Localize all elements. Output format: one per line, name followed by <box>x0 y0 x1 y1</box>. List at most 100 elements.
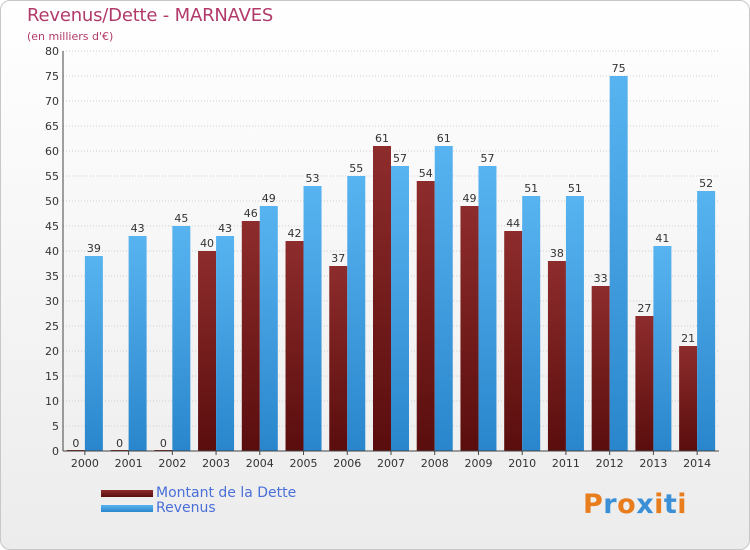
data-label-debt-2008: 54 <box>419 167 433 180</box>
bar-debt-2011 <box>547 261 566 451</box>
legend-swatch-debt <box>101 490 153 497</box>
y-tick-label: 0 <box>52 445 59 458</box>
proxiti-logo: Proxiti <box>583 489 687 520</box>
bar-debt-2007 <box>373 146 391 451</box>
bar-revenue-2003 <box>216 236 235 451</box>
data-label-revenue-2001: 43 <box>131 222 145 235</box>
chart-title: Revenus/Dette - MARNAVES <box>27 5 274 26</box>
data-label-debt-2010: 44 <box>506 217 520 230</box>
bar-revenue-2002 <box>172 226 191 451</box>
legend-label-revenue: Revenus <box>156 500 216 516</box>
data-label-revenue-2006: 55 <box>349 162 363 175</box>
x-tick-label: 2003 <box>202 457 230 470</box>
y-tick-label: 30 <box>45 295 59 308</box>
y-tick-label: 50 <box>45 195 59 208</box>
data-label-revenue-2007: 57 <box>393 152 407 165</box>
x-tick-label: 2010 <box>508 457 536 470</box>
bar-revenue-2011 <box>565 196 584 451</box>
logo-letter: i <box>677 489 688 520</box>
bar-revenue-2013 <box>653 246 672 451</box>
data-label-debt-2007: 61 <box>375 132 389 145</box>
bar-debt-2005 <box>285 241 304 451</box>
bar-revenue-2000 <box>84 256 103 451</box>
x-tick-label: 2012 <box>596 457 624 470</box>
bar-revenue-2001 <box>128 236 147 451</box>
x-tick-label: 2000 <box>71 457 99 470</box>
y-tick-label: 15 <box>45 370 59 383</box>
x-tick-label: 2007 <box>377 457 405 470</box>
bar-revenue-2005 <box>303 186 322 451</box>
logo-letter: o <box>617 489 637 520</box>
bar-revenue-2006 <box>347 176 366 451</box>
data-label-revenue-2000: 39 <box>87 242 101 255</box>
y-tick-label: 65 <box>45 120 59 133</box>
data-label-revenue-2008: 61 <box>437 132 451 145</box>
bar-debt-2006 <box>329 266 348 451</box>
logo-letter: i <box>654 489 664 520</box>
bar-debt-2009 <box>460 206 479 451</box>
data-label-debt-2014: 21 <box>681 332 695 345</box>
bar-revenue-2007 <box>391 166 409 451</box>
bar-revenue-2008 <box>434 146 453 451</box>
data-label-revenue-2012: 75 <box>612 62 626 75</box>
x-tick-label: 2009 <box>464 457 492 470</box>
data-label-revenue-2004: 49 <box>262 192 276 205</box>
x-tick-label: 2014 <box>683 457 711 470</box>
y-tick-label: 60 <box>45 145 59 158</box>
bar-debt-2008 <box>416 181 435 451</box>
bar-revenue-2010 <box>522 196 541 451</box>
y-tick-label: 10 <box>45 395 59 408</box>
y-tick-label: 40 <box>45 245 59 258</box>
bar-debt-2003 <box>198 251 217 451</box>
data-label-debt-2004: 46 <box>244 207 258 220</box>
bar-debt-2012 <box>591 286 610 451</box>
data-label-revenue-2009: 57 <box>480 152 494 165</box>
bar-debt-2013 <box>635 316 654 451</box>
data-label-debt-2009: 49 <box>462 192 476 205</box>
y-tick-label: 20 <box>45 345 59 358</box>
data-label-debt-2005: 42 <box>288 227 302 240</box>
logo-letter: r <box>603 489 618 520</box>
data-label-debt-2001: 0 <box>116 437 123 450</box>
data-label-debt-2012: 33 <box>594 272 608 285</box>
data-label-revenue-2005: 53 <box>306 172 320 185</box>
chart-subtitle: (en milliers d'€) <box>27 30 114 43</box>
x-tick-label: 2006 <box>333 457 361 470</box>
x-tick-label: 2011 <box>552 457 580 470</box>
logo-letter: P <box>583 489 604 520</box>
y-tick-label: 45 <box>45 220 59 233</box>
x-tick-label: 2005 <box>290 457 318 470</box>
x-tick-label: 2002 <box>158 457 186 470</box>
data-label-debt-2002: 0 <box>160 437 167 450</box>
legend-swatch-revenue <box>101 505 153 512</box>
bar-debt-2004 <box>241 221 260 451</box>
y-tick-label: 55 <box>45 170 59 183</box>
x-tick-label: 2013 <box>639 457 667 470</box>
data-label-debt-2011: 38 <box>550 247 564 260</box>
y-tick-label: 70 <box>45 95 59 108</box>
data-label-revenue-2010: 51 <box>524 182 538 195</box>
y-tick-label: 35 <box>45 270 59 283</box>
logo-letter: x <box>636 489 655 520</box>
bar-debt-2014 <box>679 346 698 451</box>
x-tick-label: 2001 <box>115 457 143 470</box>
data-label-revenue-2003: 43 <box>218 222 232 235</box>
bar-debt-2010 <box>504 231 523 451</box>
data-label-revenue-2002: 45 <box>174 212 188 225</box>
data-label-revenue-2011: 51 <box>568 182 582 195</box>
data-label-revenue-2013: 41 <box>655 232 669 245</box>
bar-revenue-2014 <box>697 191 716 451</box>
y-tick-label: 5 <box>52 420 59 433</box>
bar-revenue-2004 <box>259 206 278 451</box>
legend-label-debt: Montant de la Dette <box>156 485 297 501</box>
y-tick-label: 80 <box>45 45 59 58</box>
bar-revenue-2012 <box>609 76 628 451</box>
data-label-debt-2000: 0 <box>72 437 79 450</box>
bar-revenue-2009 <box>478 166 497 451</box>
y-tick-label: 75 <box>45 70 59 83</box>
x-tick-label: 2004 <box>246 457 274 470</box>
logo-letter: t <box>663 489 678 520</box>
data-label-debt-2003: 40 <box>200 237 214 250</box>
